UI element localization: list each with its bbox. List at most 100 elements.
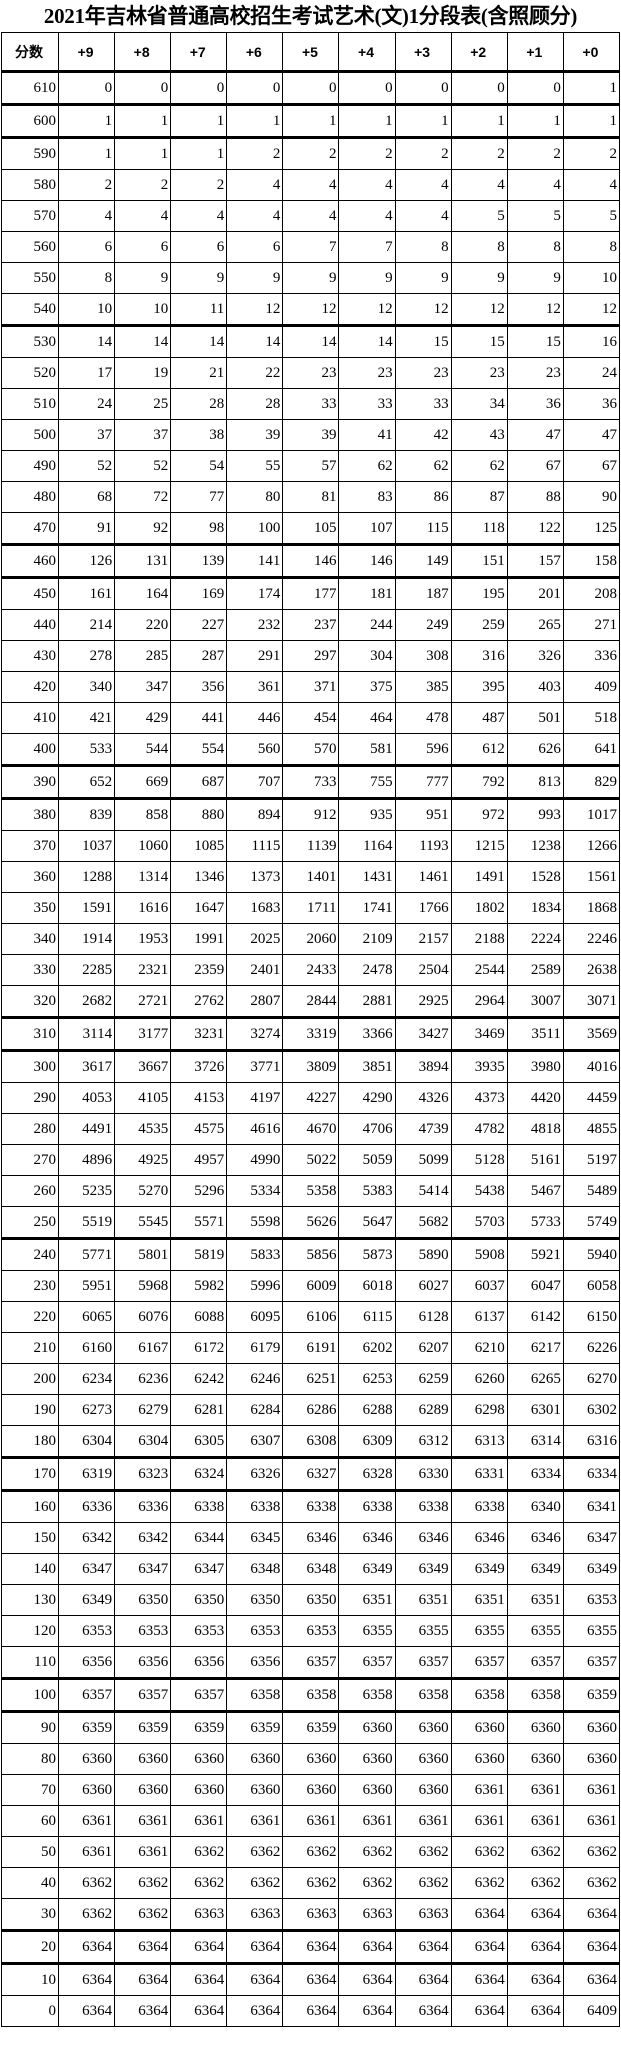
count-cell: 6358: [226, 1678, 284, 1713]
count-cell: 28: [170, 388, 228, 420]
count-cell: 6360: [450, 1711, 508, 1744]
count-cell: 2246: [562, 923, 621, 955]
count-cell: 297: [282, 640, 340, 672]
count-cell: 6364: [114, 1963, 172, 1996]
column-header-score: 分数: [1, 32, 59, 73]
column-header: +2: [450, 32, 508, 73]
count-cell: 6314: [506, 1425, 564, 1459]
count-cell: 6137: [450, 1301, 508, 1333]
count-cell: 6319: [57, 1457, 116, 1492]
count-cell: 6309: [338, 1425, 396, 1459]
count-cell: 118: [450, 512, 508, 546]
count-cell: 6191: [282, 1332, 340, 1364]
table-row: 290 4053 4105 4153 4197 4227 4290 4326 4373 4420 4…: [1, 1082, 621, 1114]
score-cell: 150: [1, 1522, 59, 1554]
count-cell: 464: [338, 702, 396, 734]
count-cell: 6362: [338, 1867, 396, 1899]
score-cell: 300: [1, 1050, 59, 1083]
count-cell: 36: [506, 388, 564, 420]
count-cell: 6351: [450, 1584, 508, 1616]
count-cell: 1: [450, 104, 508, 139]
table-row: 140 6347 6347 6347 6348 6348 6349 6349 6349 6349 6…: [1, 1553, 621, 1585]
count-cell: 5099: [394, 1144, 452, 1176]
count-cell: 4855: [562, 1113, 621, 1145]
count-cell: 6364: [226, 1995, 284, 2027]
count-cell: 421: [57, 702, 116, 734]
count-cell: 6312: [394, 1425, 452, 1459]
score-cell: 600: [1, 104, 59, 139]
count-cell: 6351: [506, 1584, 564, 1616]
count-cell: 446: [226, 702, 284, 734]
score-cell: 200: [1, 1363, 59, 1395]
count-cell: 6363: [226, 1898, 284, 1932]
count-cell: 5414: [394, 1175, 452, 1207]
count-cell: 6358: [506, 1678, 564, 1713]
count-cell: 4197: [226, 1082, 284, 1114]
count-cell: 6359: [170, 1711, 228, 1744]
count-cell: 6172: [170, 1332, 228, 1364]
count-cell: 347: [114, 671, 172, 703]
count-cell: 6338: [282, 1490, 340, 1523]
score-cell: 480: [1, 481, 59, 513]
score-cell: 230: [1, 1270, 59, 1302]
score-cell: 140: [1, 1553, 59, 1585]
count-cell: 6360: [506, 1743, 564, 1775]
count-cell: 15: [450, 325, 508, 358]
score-cell: 10: [1, 1963, 59, 1996]
count-cell: 2: [338, 137, 396, 170]
count-cell: 2: [57, 169, 116, 201]
score-cell: 210: [1, 1332, 59, 1364]
count-cell: 6364: [450, 1995, 508, 2027]
count-cell: 5819: [170, 1238, 228, 1271]
table-row: 450 161 164 169 174 177 181 187 195 201 208: [1, 577, 621, 610]
count-cell: 4: [226, 200, 284, 232]
count-cell: 1953: [114, 923, 172, 955]
count-cell: 707: [226, 765, 284, 800]
table-row: 60 6361 6361 6361 6361 6361 6361 6361 6361 6361 63…: [1, 1805, 621, 1837]
count-cell: 39: [282, 419, 340, 451]
count-cell: 1238: [506, 830, 564, 862]
count-cell: 2: [114, 169, 172, 201]
count-cell: 0: [57, 71, 116, 106]
count-cell: 6: [170, 231, 228, 263]
count-cell: 291: [226, 640, 284, 672]
count-cell: 6409: [562, 1995, 621, 2027]
count-cell: 409: [562, 671, 621, 703]
column-header: +6: [226, 32, 284, 73]
count-cell: 28: [226, 388, 284, 420]
table-row: 530 14 14 14 14 14 14 15 15 15 16: [1, 325, 621, 358]
count-cell: 6357: [562, 1646, 621, 1680]
count-cell: 6150: [562, 1301, 621, 1333]
count-cell: 308: [394, 640, 452, 672]
count-cell: 146: [282, 544, 340, 579]
score-cell: 470: [1, 512, 59, 546]
count-cell: 4896: [57, 1144, 116, 1176]
count-cell: 544: [114, 733, 172, 767]
count-cell: 6338: [226, 1490, 284, 1523]
count-cell: 10: [57, 293, 116, 327]
count-cell: 14: [338, 325, 396, 358]
table-row: 10 6364 6364 6364 6364 6364 6364 6364 6364 6364 63…: [1, 1963, 621, 1996]
count-cell: 8: [57, 262, 116, 294]
count-cell: 1: [282, 104, 340, 139]
count-cell: 6353: [226, 1615, 284, 1647]
count-cell: 72: [114, 481, 172, 513]
count-cell: 14: [57, 325, 116, 358]
count-cell: 6324: [170, 1457, 228, 1492]
count-cell: 5235: [57, 1175, 116, 1207]
count-cell: 151: [450, 544, 508, 579]
count-cell: 5519: [57, 1206, 116, 1240]
count-cell: 146: [338, 544, 396, 579]
table-row: 350 1591 1616 1647 1683 1711 1741 1766 1802 1834 1…: [1, 892, 621, 924]
count-cell: 5270: [114, 1175, 172, 1207]
count-cell: 6362: [57, 1867, 116, 1899]
count-cell: 596: [394, 733, 452, 767]
count-cell: 6346: [394, 1522, 452, 1554]
table-row: 540 10 10 11 12 12 12 12 12 12 12: [1, 293, 621, 327]
count-cell: 177: [282, 577, 340, 610]
count-cell: 6364: [394, 1930, 452, 1965]
table-row: 270 4896 4925 4957 4990 5022 5059 5099 5128 5161 5…: [1, 1144, 621, 1176]
count-cell: 12: [394, 293, 452, 327]
count-cell: 1: [57, 104, 116, 139]
count-cell: 6349: [57, 1584, 116, 1616]
